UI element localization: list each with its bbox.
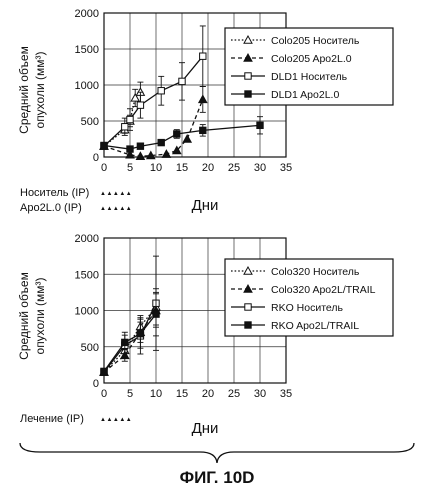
data-point [199, 52, 207, 60]
x-tick-label: 35 [280, 388, 292, 400]
legend: Colo320 Носитель Colo320 Apo2L/TRAIL RKO Н… [224, 258, 394, 337]
legend-marker [244, 72, 252, 80]
data-point [199, 126, 207, 135]
y-tick-label: 2000 [75, 8, 99, 20]
x-tick-label: 15 [176, 162, 188, 174]
brace [19, 442, 415, 464]
series-colo205-apo2l-0 [99, 85, 208, 160]
legend-marker [244, 90, 252, 98]
dosing-label: Носитель (IP) [20, 187, 89, 199]
data-point [178, 77, 186, 86]
data-point [157, 138, 165, 147]
x-tick-label: 5 [127, 388, 133, 400]
x-tick-label: 25 [228, 162, 240, 174]
y-tick-label: 1000 [75, 306, 99, 318]
data-point [100, 141, 108, 150]
x-tick-label: 35 [280, 162, 292, 174]
series-rko-apo2l-trail [100, 291, 160, 376]
data-point [136, 330, 145, 338]
y-axis-label: Средний объем опухоли (мм³) [17, 272, 47, 360]
legend-marker [243, 52, 253, 62]
legend-label: Colo320 Apo2L/TRAIL [271, 284, 376, 296]
data-point [121, 123, 129, 131]
x-tick-label: 10 [150, 162, 162, 174]
data-point [145, 150, 156, 160]
legend-label: DLD1 Apo2L.0 [271, 89, 339, 101]
y-tick-label: 0 [93, 378, 99, 390]
legend-marker [243, 34, 253, 44]
x-tick-label: 25 [228, 388, 240, 400]
chart-bottom: 0 500 1000 1500 2000 0 5 10 15 20 25 30 35 Средний об… [17, 233, 394, 437]
data-point [152, 310, 160, 318]
data-point [136, 101, 145, 109]
x-axis-label: Дни [192, 420, 219, 437]
y-tick-label: 1500 [75, 44, 99, 56]
legend-label: DLD1 Носитель [271, 71, 348, 83]
x-tick-label: 5 [127, 162, 133, 174]
data-point [161, 149, 172, 158]
legend-label: Colo205 Носитель [271, 35, 360, 47]
legend: Colo205 Носитель Colo205 Apo2L.0 DLD1 Носи… [224, 27, 394, 106]
x-tick-label: 30 [254, 388, 266, 400]
legend-marker [243, 283, 253, 293]
data-point [125, 149, 135, 159]
data-point [256, 121, 264, 130]
data-point [121, 338, 129, 347]
x-tick-label: 0 [101, 388, 107, 400]
data-point [173, 130, 181, 138]
chart-top: 0 500 1000 1500 2000 0 5 10 15 20 25 30 35 Средний об… [17, 8, 394, 214]
x-tick-label: 30 [254, 162, 266, 174]
y-axis-label-line: опухоли (мм³) [33, 278, 47, 355]
data-point [126, 145, 134, 153]
y-tick-label: 2000 [75, 233, 99, 245]
data-point [157, 87, 165, 95]
data-point [100, 367, 108, 376]
data-point [136, 142, 145, 150]
x-axis-label: Дни [192, 197, 219, 214]
legend-label: RKO Носитель [271, 302, 344, 314]
legend-marker [244, 321, 252, 329]
dosing-marks: ▲▲▲▲▲ [100, 206, 132, 212]
y-axis-label-line: опухоли (мм³) [33, 52, 47, 129]
y-axis-label-line: Средний объем [17, 272, 31, 360]
x-tick-label: 10 [150, 388, 162, 400]
y-tick-label: 500 [81, 342, 99, 354]
y-tick-label: 1500 [75, 269, 99, 281]
data-point [135, 151, 146, 160]
data-point [197, 94, 208, 104]
x-tick-label: 20 [202, 388, 214, 400]
legend-marker [244, 303, 252, 311]
dosing-marks: ▲▲▲▲▲ [100, 417, 132, 423]
y-tick-label: 0 [93, 152, 99, 164]
y-axis-label-line: Средний объем [17, 46, 31, 134]
dosing-label: Apo2L.0 (IP) [20, 202, 82, 214]
series-line [103, 302, 157, 373]
legend-label: Colo320 Носитель [271, 266, 360, 278]
dosing-marks: ▲▲▲▲▲ [100, 191, 132, 197]
y-tick-label: 500 [81, 116, 99, 128]
series-line [103, 313, 157, 372]
legend-label: Colo205 Apo2L.0 [271, 53, 352, 65]
y-axis-label: Средний объем опухоли (мм³) [17, 46, 47, 134]
data-point [182, 133, 193, 143]
data-point [171, 145, 182, 155]
x-tick-label: 15 [176, 388, 188, 400]
data-point [130, 92, 141, 102]
y-tick-label: 1000 [75, 80, 99, 92]
legend-marker [243, 265, 253, 275]
legend-box [224, 258, 394, 337]
dosing-label: Лечение (IP) [20, 413, 84, 425]
series-dld1-apo2l-0 [100, 116, 264, 153]
x-tick-label: 0 [101, 162, 107, 174]
figure-label: ФИГ. 10D [179, 468, 255, 487]
legend-label: RKO Apo2L/TRAIL [271, 320, 359, 332]
x-tick-label: 20 [202, 162, 214, 174]
data-point [126, 115, 134, 124]
legend-box [224, 27, 394, 106]
